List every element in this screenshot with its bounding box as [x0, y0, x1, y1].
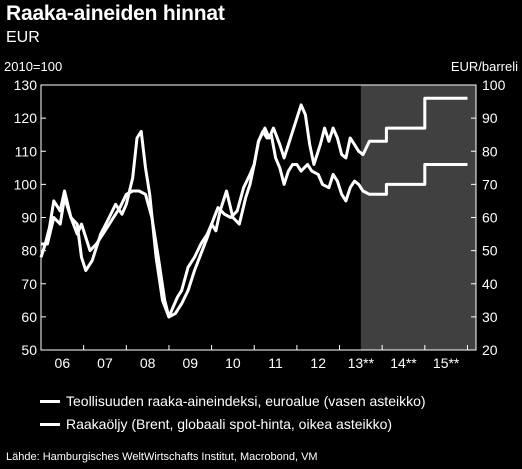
- right-tick-label: 100: [482, 77, 506, 93]
- left-tick-label: 100: [14, 176, 38, 192]
- x-tick-label: 13**: [348, 355, 375, 371]
- x-tick-label: 07: [97, 355, 113, 371]
- x-tick-label: 15**: [433, 355, 460, 371]
- series-line-industrial-index: [41, 129, 468, 319]
- forecast-area: [360, 85, 476, 350]
- left-tick-label: 110: [15, 143, 38, 159]
- right-tick-label: 30: [482, 309, 498, 325]
- plot-frame: [40, 84, 477, 351]
- right-axis-label: EUR/barreli: [450, 59, 518, 74]
- x-tick-label: 11: [268, 355, 283, 371]
- left-tick-label: 70: [21, 276, 37, 292]
- left-tick-label: 60: [21, 309, 37, 325]
- right-tick-label: 40: [482, 276, 498, 292]
- right-tick-label: 80: [482, 143, 498, 159]
- series-group: [39, 96, 468, 319]
- x-tick-label: 08: [140, 355, 156, 371]
- source-note: Lähde: Hamburgisches WeltWirtschafts Ins…: [6, 451, 318, 463]
- x-tick-label: 12: [310, 355, 326, 371]
- right-tick-label: 70: [482, 176, 498, 192]
- x-tick-label: 09: [182, 355, 198, 371]
- left-axis-label: 2010=100: [4, 59, 63, 74]
- right-tick-label: 50: [482, 243, 498, 259]
- left-tick-label: 120: [14, 110, 38, 126]
- left-tick-label: 80: [21, 243, 37, 259]
- right-tick-label: 20: [482, 342, 498, 358]
- right-tick-label: 60: [482, 210, 498, 226]
- x-tick-label: 10: [225, 355, 241, 371]
- left-axis: 50 60 70 80 90 100 110 120 130: [14, 77, 46, 358]
- left-tick-label: 90: [21, 210, 37, 226]
- series-line-crude-oil: [39, 96, 468, 319]
- right-axis: 20 30 40 50 60 70 80 90 100: [471, 77, 506, 358]
- right-tick-label: 90: [482, 110, 498, 126]
- legend-label: Raakaöljy (Brent, globaali spot-hinta, o…: [66, 416, 393, 432]
- left-tick-label: 50: [21, 342, 37, 358]
- legend-item-industrial-index: Teollisuuden raaka-aineindeksi, euroalue…: [40, 393, 426, 409]
- legend-label: Teollisuuden raaka-aineindeksi, euroalue…: [66, 393, 426, 409]
- chart-title: Raaka-aineiden hinnat: [6, 2, 225, 25]
- legend-item-crude-oil: Raakaöljy (Brent, globaali spot-hinta, o…: [40, 416, 392, 432]
- legend-swatch: [40, 399, 60, 403]
- left-tick-label: 130: [14, 77, 38, 93]
- x-tick-label: 06: [55, 355, 71, 371]
- legend-swatch: [40, 422, 60, 426]
- x-axis: 06 07 08 09 10 11 12 13** 14** 15**: [40, 345, 468, 371]
- chart-subtitle: EUR: [6, 29, 40, 46]
- x-tick-label: 14**: [390, 355, 417, 371]
